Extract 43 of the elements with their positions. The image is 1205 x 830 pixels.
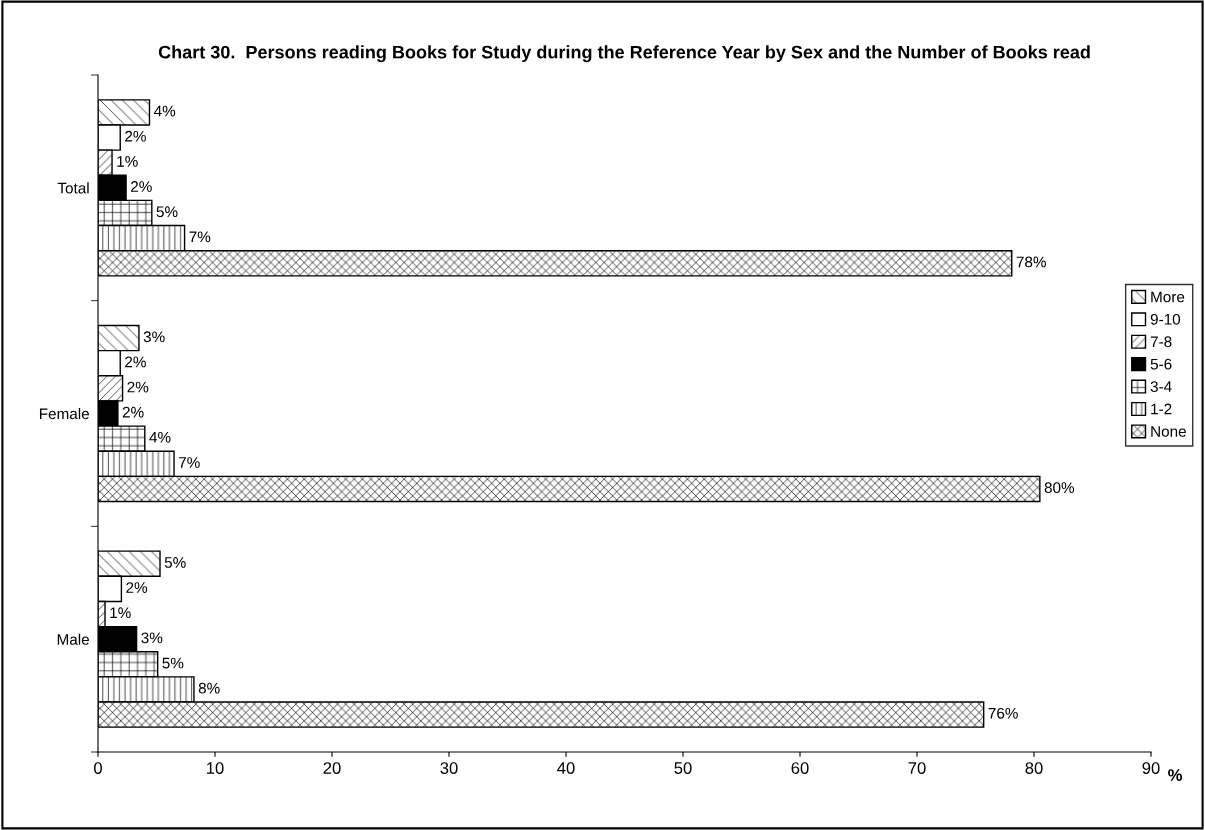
y-tick-label: Female: [39, 407, 89, 420]
legend-label: 9-10: [1150, 313, 1181, 325]
legend-label: 7-8: [1150, 336, 1172, 348]
data-label: 78%: [1016, 256, 1046, 268]
data-label: 2%: [131, 181, 152, 192]
data-label: 2%: [122, 406, 144, 418]
data-label: 3%: [143, 331, 165, 343]
y-tick-label: Total: [57, 182, 89, 194]
data-label: 5%: [164, 557, 186, 568]
x-tick-label: 60: [791, 762, 809, 774]
data-label: 5%: [162, 657, 184, 669]
data-label: 7%: [189, 231, 211, 243]
x-tick-label: 0: [94, 762, 102, 774]
data-label: 2%: [126, 582, 148, 593]
data-label: 76%: [988, 707, 1018, 719]
data-label: 3%: [141, 632, 163, 644]
x-tick-label: 90: [1142, 762, 1160, 774]
legend-label: 1-2: [1151, 403, 1172, 415]
legend-label: More: [1151, 291, 1185, 303]
data-label: 1%: [117, 156, 138, 167]
y-tick-label: Male: [57, 633, 89, 645]
data-label: 80%: [1044, 482, 1075, 494]
chart-title: Chart 30. Persons reading Books for Study during the Reference Year by Sex and the Number of Books read: [158, 45, 1090, 63]
x-tick-label: 70: [908, 762, 926, 774]
x-tick-label: 50: [674, 762, 692, 774]
data-label: 4%: [154, 105, 176, 117]
data-label: 4%: [149, 432, 171, 443]
legend-label: 3-4: [1150, 381, 1172, 392]
data-label: 5%: [156, 206, 178, 218]
data-label: 1%: [110, 607, 131, 619]
data-label: 8%: [198, 682, 220, 694]
x-tick-label: 20: [323, 762, 341, 774]
x-tick-label: 30: [440, 762, 458, 774]
x-axis-title: %: [1168, 769, 1183, 781]
data-label: 2%: [127, 381, 149, 393]
legend-label: 5-6: [1150, 358, 1172, 370]
legend-label: None: [1151, 426, 1186, 437]
data-label: 2%: [125, 356, 146, 368]
x-tick-label: 40: [557, 762, 575, 774]
x-tick-label: 80: [1025, 762, 1043, 774]
data-label: 7%: [179, 457, 200, 468]
data-label: 2%: [125, 130, 146, 142]
x-tick-label: 10: [207, 762, 224, 774]
